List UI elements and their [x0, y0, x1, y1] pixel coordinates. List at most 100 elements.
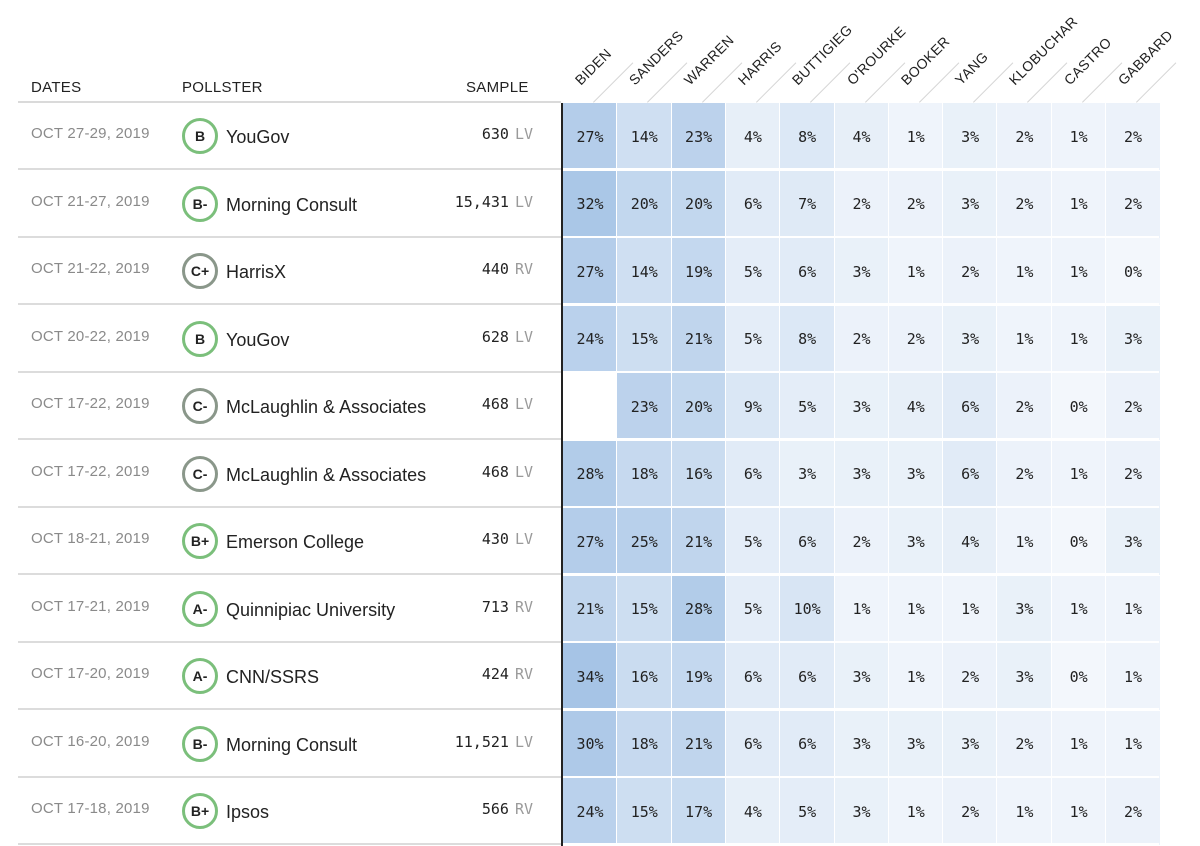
table-row[interactable]: OCT 17-21, 2019 A- Quinnipiac University 71… — [0, 575, 1200, 643]
result-cell-castro: 1% — [1051, 305, 1106, 373]
result-cell-buttigieg: 5% — [780, 373, 835, 440]
pollster-grade-badge[interactable]: A- — [182, 658, 218, 694]
pollster-name[interactable]: HarrisX — [226, 262, 287, 282]
pollster-grade-badge[interactable]: A- — [182, 590, 218, 627]
table-row[interactable]: OCT 17-18, 2019 B+ Ipsos 566 RV 24% 15% 17% 4% 5%… — [0, 778, 1200, 845]
candidate-name: YANG — [951, 48, 992, 88]
result-cell-o-rourke: 3% — [834, 440, 889, 508]
sample-population: LV — [514, 462, 533, 481]
pollster-name[interactable]: Ipsos — [226, 802, 270, 822]
cell-separator — [833, 103, 835, 170]
cell-separator — [887, 778, 889, 845]
pollster-grade-badge[interactable]: B- — [182, 725, 218, 762]
sample-size: 15,431 LV — [455, 193, 533, 211]
result-cell-klobuchar: 2% — [997, 170, 1052, 238]
sample-size: 630 LV — [482, 125, 533, 143]
pollster-grade-badge[interactable]: B- — [182, 185, 218, 222]
result-cell-o-rourke: 3% — [834, 778, 889, 845]
pollster-name[interactable]: Quinnipiac University — [226, 599, 396, 620]
result-cell-harris: 6% — [725, 170, 780, 238]
pollster-name[interactable]: McLaughlin & Associates — [226, 464, 427, 485]
pollster-name[interactable]: Morning Consult — [226, 194, 358, 215]
sample-count: 440 — [481, 260, 509, 278]
cell-separator — [1050, 643, 1052, 710]
result-cell-klobuchar: 1% — [997, 508, 1052, 575]
result-cell-o-rourke: 3% — [834, 373, 889, 440]
pollster-grade-badge[interactable]: B+ — [182, 793, 218, 829]
cell-separator — [833, 170, 835, 238]
pollster-name[interactable]: McLaughlin & Associates — [226, 397, 427, 417]
cell-separator — [724, 103, 726, 170]
result-cell-warren: 19% — [671, 643, 726, 710]
table-row[interactable]: OCT 16-20, 2019 B- Morning Consult 11,521 LV… — [0, 710, 1200, 778]
poll-dates: OCT 20-22, 2019 — [31, 327, 150, 345]
result-cell-gabbard: 2% — [1106, 170, 1160, 238]
result-cell-warren: 21% — [671, 710, 726, 778]
cell-separator — [616, 508, 618, 575]
poll-dates: OCT 17-21, 2019 — [31, 597, 150, 615]
result-cell-castro: 0% — [1051, 508, 1106, 575]
pollster-name[interactable]: Emerson College — [226, 532, 365, 552]
result-cell-klobuchar: 3% — [997, 643, 1052, 710]
cell-separator — [887, 508, 889, 575]
result-cell-sanders: 14% — [617, 238, 672, 305]
table-header: DATES POLLSTER SAMPLE BIDEN SANDERS WARREN… — [0, 0, 1200, 103]
cell-separator — [779, 305, 781, 373]
pollster-name[interactable]: Morning Consult — [226, 734, 358, 755]
pollster-grade-badge[interactable]: C- — [182, 455, 218, 492]
cell-separator — [779, 103, 781, 170]
result-cell-castro: 1% — [1051, 440, 1106, 508]
poll-dates: OCT 17-22, 2019 — [31, 395, 150, 412]
result-cell-klobuchar: 3% — [997, 575, 1052, 643]
cell-separator — [724, 440, 726, 508]
dates-column-header[interactable]: DATES — [31, 79, 82, 96]
sample-population: RV — [514, 260, 533, 278]
result-cell-booker: 2% — [888, 170, 943, 238]
cell-separator — [1050, 238, 1052, 305]
sample-column-header[interactable]: SAMPLE — [466, 79, 529, 96]
cell-separator — [833, 643, 835, 710]
table-row[interactable]: OCT 21-27, 2019 B- Morning Consult 15,431 LV… — [0, 170, 1200, 238]
poll-dates: OCT 17-22, 2019 — [31, 462, 150, 480]
result-cell-o-rourke: 2% — [834, 508, 889, 575]
table-row[interactable]: OCT 17-22, 2019 C- McLaughlin & Associates… — [0, 440, 1200, 508]
sample-count: 630 — [481, 125, 509, 143]
result-cell-biden: 27% — [563, 508, 617, 575]
table-row[interactable]: OCT 27-29, 2019 B YouGov 630 LV 27% 14% 23% 4% 8%… — [0, 103, 1200, 170]
pollster-name[interactable]: YouGov — [226, 329, 290, 350]
result-cell-yang: 3% — [943, 170, 998, 238]
result-cell-sanders: 25% — [617, 508, 672, 575]
cell-separator — [996, 373, 998, 440]
table-row[interactable]: OCT 17-20, 2019 A- CNN/SSRS 424 RV 34% 16% 19% 6… — [0, 643, 1200, 710]
pollster-name[interactable]: YouGov — [226, 127, 290, 147]
result-cell-sanders: 23% — [617, 373, 672, 440]
result-cell-o-rourke: 2% — [834, 170, 889, 238]
cell-separator — [616, 778, 618, 845]
result-cell-castro: 1% — [1051, 170, 1106, 238]
pollster-grade-badge[interactable]: C+ — [182, 253, 218, 289]
poll-dates: OCT 27-29, 2019 — [31, 125, 150, 142]
pollster-grade-badge[interactable]: C- — [182, 388, 218, 424]
cell-row-divider — [562, 235, 1159, 238]
result-cell-gabbard: 1% — [1106, 710, 1160, 778]
pollster-grade-badge[interactable]: B — [182, 320, 218, 357]
pollster-grade-badge[interactable]: B — [182, 118, 218, 154]
result-cell-biden: 28% — [563, 440, 617, 508]
table-row[interactable]: OCT 17-22, 2019 C- McLaughlin & Associates… — [0, 373, 1200, 440]
table-row[interactable]: OCT 18-21, 2019 B+ Emerson College 430 LV 27%… — [0, 508, 1200, 575]
pollster-name[interactable]: CNN/SSRS — [226, 667, 320, 687]
table-row[interactable]: OCT 20-22, 2019 B YouGov 628 LV 24% 15% 21% 5% 8%… — [0, 305, 1200, 373]
cell-separator — [1105, 440, 1106, 508]
cell-separator — [887, 643, 889, 710]
cell-separator — [779, 508, 781, 575]
sample-count: 566 — [481, 800, 509, 818]
header-divider — [18, 101, 561, 103]
result-cell-gabbard: 2% — [1106, 440, 1160, 508]
result-cell-harris: 6% — [725, 710, 780, 778]
table-row[interactable]: OCT 21-22, 2019 C+ HarrisX 440 RV 27% 14% 19% 5%… — [0, 238, 1200, 305]
pollster-column-header[interactable]: POLLSTER — [182, 79, 263, 96]
candidate-name: GABBARD — [1114, 26, 1176, 88]
pollster-grade-badge[interactable]: B+ — [182, 523, 218, 559]
cell-separator — [779, 643, 781, 710]
result-cell-booker: 1% — [888, 575, 943, 643]
